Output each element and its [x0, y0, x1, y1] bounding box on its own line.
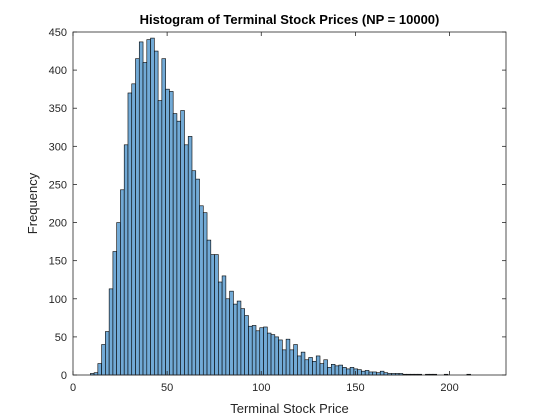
histogram-bar [184, 144, 189, 376]
histogram-bar [233, 303, 238, 376]
histogram-bar [327, 367, 332, 376]
histogram-bar [263, 326, 268, 376]
histogram-bar [244, 315, 249, 376]
x-tick-label: 200 [440, 382, 458, 394]
histogram-bar [289, 349, 294, 376]
histogram-bar [278, 339, 283, 376]
histogram-bar [330, 364, 336, 376]
histogram-bar [248, 325, 253, 376]
y-tick-label: 200 [49, 218, 67, 230]
histogram-bar [364, 370, 370, 376]
y-tick-label: 50 [55, 332, 67, 344]
y-tick-label: 0 [61, 370, 67, 382]
x-tick-label: 150 [346, 382, 364, 394]
histogram-bar [342, 367, 347, 376]
histogram-bar [127, 92, 133, 376]
histogram-bar [112, 251, 117, 376]
y-tick-label: 450 [49, 27, 67, 39]
histogram-bar [255, 330, 261, 376]
histogram-bar [346, 368, 351, 376]
histogram-bar [315, 355, 321, 376]
axes-box [72, 31, 507, 376]
histogram-bar [135, 58, 140, 376]
histogram-bar [297, 355, 302, 376]
histogram-bar [218, 281, 223, 376]
x-ticks-group: 0 50 100 150 200 [70, 32, 459, 394]
histogram-bar [323, 359, 328, 376]
histogram-bar [270, 334, 276, 376]
histogram-bar [357, 369, 362, 376]
histogram-bar [161, 58, 166, 376]
histogram-bar [157, 100, 163, 376]
histogram-bar [266, 332, 272, 376]
histogram-bar [293, 344, 298, 376]
histogram-bar [210, 254, 215, 376]
histogram-bar [138, 41, 144, 376]
histogram-bar [101, 344, 106, 376]
x-axis-label: Terminal Stock Price [230, 401, 348, 416]
histogram-bar [240, 308, 245, 376]
x-tick-label: 50 [161, 382, 173, 394]
histogram-bar [361, 370, 366, 376]
histogram-bar [150, 37, 155, 376]
histogram-bar [259, 327, 264, 376]
histogram-bar [236, 300, 242, 376]
histogram-bar [176, 120, 181, 376]
histogram-bar [165, 88, 170, 376]
histogram-bar [187, 136, 193, 376]
x-tick-label: 0 [70, 382, 76, 394]
histogram-bar [285, 338, 291, 376]
histogram-bar [308, 357, 313, 376]
y-tick-label: 400 [49, 65, 67, 77]
chart-title: Histogram of Terminal Stock Prices (NP =… [140, 12, 440, 27]
histogram-bar [282, 349, 287, 376]
histogram-bar [251, 325, 257, 376]
y-tick-label: 250 [49, 179, 67, 191]
histogram-bar [312, 360, 317, 376]
y-ticks-group: 0 50 100 150 200 250 300 350 400 450 [49, 27, 506, 382]
histogram-bar [105, 331, 110, 376]
histogram-bar [97, 363, 102, 376]
histogram-bar [154, 50, 159, 376]
histogram-bar [368, 371, 374, 376]
histogram-bar [379, 370, 385, 376]
histogram-bar [338, 364, 343, 376]
histogram-bar [120, 189, 125, 376]
histogram-bar [300, 351, 306, 376]
x-tick-label: 100 [252, 382, 270, 394]
histogram-bar [372, 371, 377, 376]
histogram-bar [304, 359, 310, 376]
histogram-bar [199, 205, 204, 376]
histogram-bar [202, 212, 208, 376]
histogram-bar [146, 39, 151, 376]
histogram-bar [206, 239, 212, 376]
histogram-bar [191, 170, 197, 376]
histogram-bar [319, 363, 325, 376]
histogram-bar [195, 178, 200, 376]
histogram-bar [131, 83, 136, 376]
histogram-bar [225, 298, 230, 376]
y-tick-label: 300 [49, 141, 67, 153]
histogram-bar [180, 110, 185, 376]
histogram-bar [142, 62, 148, 376]
histogram-bar [221, 275, 227, 376]
histogram-bar [229, 290, 234, 376]
histogram-bar [172, 113, 178, 376]
histogram-bar [123, 144, 129, 376]
histogram-bar [274, 336, 279, 376]
histogram-bar [108, 288, 114, 376]
histogram-bar [169, 91, 174, 376]
histogram-bar [334, 365, 340, 376]
y-axis-label: Frequency [25, 172, 40, 234]
y-tick-label: 350 [49, 103, 67, 115]
y-tick-label: 150 [49, 256, 67, 268]
histogram-bar [349, 367, 355, 376]
y-tick-label: 100 [49, 294, 67, 306]
histogram-bar [116, 222, 121, 376]
histogram-bar [214, 254, 219, 376]
